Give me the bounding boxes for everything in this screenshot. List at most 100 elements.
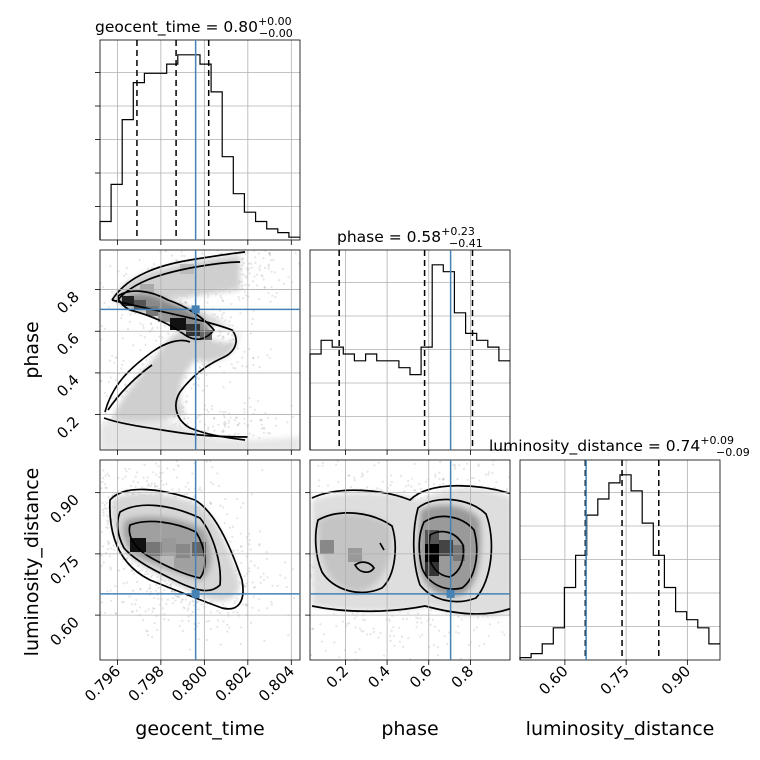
scatter-point (439, 460, 442, 463)
scatter-point (185, 395, 189, 398)
x-tick-label: 0.4 (364, 662, 394, 692)
scatter-point (241, 365, 244, 368)
gridlines (100, 40, 300, 240)
scatter-point (237, 424, 240, 427)
scatter-point (198, 420, 201, 423)
scatter-point (125, 280, 128, 283)
scatter-point (369, 632, 372, 636)
scatter-point (221, 313, 224, 316)
scatter-point (420, 621, 423, 624)
scatter-point (170, 585, 173, 588)
scatter-point (125, 557, 129, 560)
scatter-point (174, 259, 177, 262)
scatter-point (347, 474, 350, 477)
scatter-point (220, 297, 223, 300)
scatter-point (105, 486, 108, 490)
scatter-point (107, 496, 110, 499)
scatter-point (150, 322, 153, 325)
scatter-point (131, 569, 134, 572)
scatter-point (400, 635, 403, 639)
scatter-point (153, 607, 156, 610)
scatter-point (145, 570, 148, 573)
scatter-point (224, 319, 227, 322)
scatter-point (200, 489, 203, 492)
scatter-point (278, 279, 281, 282)
scatter-point (139, 368, 142, 371)
scatter-point (150, 328, 153, 331)
scatter-point (224, 498, 227, 501)
scatter-point (321, 461, 325, 465)
scatter-point (110, 547, 113, 550)
scatter-point (338, 656, 341, 659)
scatter-point (282, 282, 285, 285)
scatter-point (453, 463, 456, 467)
scatter-point (250, 262, 253, 265)
scatter-point (240, 268, 243, 271)
scatter-point (286, 421, 289, 424)
scatter-point (219, 410, 222, 413)
scatter-point (144, 610, 147, 613)
scatter-point (393, 635, 396, 638)
scatter-point (219, 365, 222, 368)
scatter-point (134, 603, 137, 606)
scatter-point (181, 302, 184, 305)
scatter-point (105, 507, 108, 510)
scatter-point (198, 366, 201, 369)
scatter-point (258, 544, 261, 547)
scatter-point (414, 489, 417, 492)
scatter-point (108, 555, 111, 558)
scatter-point (191, 599, 194, 602)
scatter-point (413, 462, 416, 465)
scatter-point (111, 354, 114, 357)
scatter-point (171, 590, 174, 593)
scatter-point (165, 602, 168, 606)
scatter-point (101, 480, 104, 484)
scatter-point (114, 612, 117, 615)
scatter-point (228, 381, 231, 384)
scatter-point (242, 273, 245, 276)
scatter-point (193, 622, 196, 626)
scatter-point (221, 337, 224, 340)
scatter-point (433, 625, 436, 628)
scatter-point (175, 259, 178, 262)
scatter-point (353, 479, 356, 482)
scatter-point (205, 460, 208, 463)
scatter-point (103, 301, 106, 305)
scatter-point (199, 367, 202, 370)
scatter-point (107, 543, 110, 546)
scatter-point (265, 557, 269, 560)
y-tick-label: 0.4 (53, 371, 83, 401)
scatter-point (193, 495, 196, 498)
scatter-point (124, 390, 127, 393)
scatter-point (245, 365, 248, 368)
scatter-point (176, 594, 179, 597)
scatter-point (226, 612, 230, 615)
scatter-point (227, 425, 230, 429)
scatter-point (432, 483, 436, 486)
scatter-point (205, 408, 209, 411)
scatter-point (252, 309, 255, 312)
scatter-point (366, 470, 369, 473)
scatter-point (271, 584, 274, 587)
scatter-point (252, 595, 255, 598)
scatter-point (181, 598, 184, 601)
scatter-point (106, 472, 109, 475)
scatter-point (154, 485, 157, 488)
scatter-point (248, 262, 251, 265)
scatter-point (147, 572, 150, 576)
scatter-point (175, 476, 178, 479)
chart-titles: geocent_time = 0.80+0.00 −0.00 phase = 0… (95, 15, 750, 459)
scatter-point (228, 526, 231, 529)
scatter-point (477, 463, 480, 466)
scatter-point (101, 508, 105, 511)
scatter-point (442, 477, 445, 480)
panel-frame (309, 459, 511, 661)
scatter-point (250, 493, 253, 496)
scatter-point (177, 595, 180, 598)
scatter-point (108, 474, 111, 478)
scatter-point (373, 464, 376, 467)
scatter-point (124, 383, 127, 386)
scatter-point (164, 250, 167, 253)
scatter-point (175, 460, 178, 463)
scatter-point (257, 400, 260, 403)
